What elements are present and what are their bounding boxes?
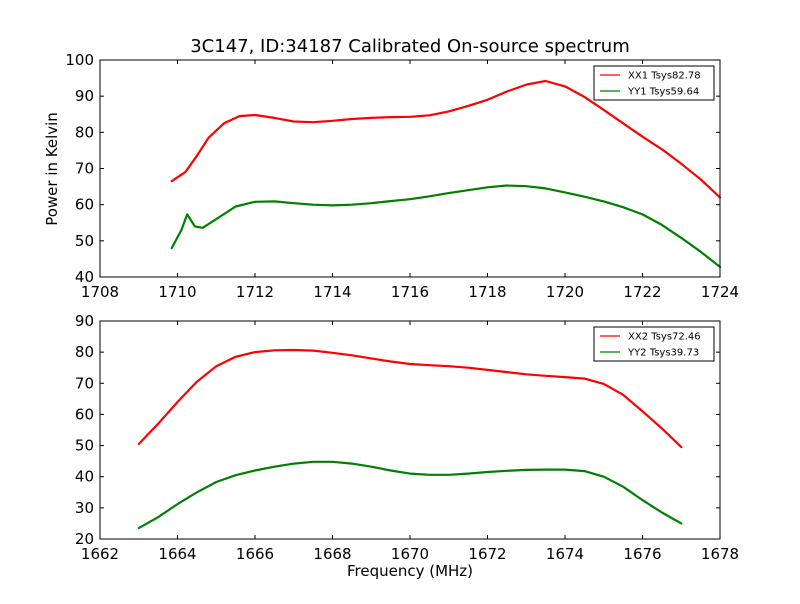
x-tick-label: 1718 — [468, 283, 506, 301]
x-tick-label: 1722 — [623, 283, 661, 301]
legend: XX1 Tsys82.78 YY1 Tsys59.64 — [593, 65, 715, 101]
y-tick-label: 30 — [75, 499, 94, 517]
x-tick-label: 1678 — [701, 545, 739, 563]
legend-label-1: XX1 Tsys82.78 — [628, 71, 701, 82]
y-tick-label: 70 — [75, 374, 94, 392]
x-tick-label: 1676 — [623, 545, 661, 563]
x-tick-label: 1668 — [313, 545, 351, 563]
series-line-2 — [137, 460, 683, 530]
x-tick-label: 1714 — [313, 283, 351, 301]
y-tick-label: 70 — [75, 160, 94, 178]
legend-label-2: YY2 Tsys39.73 — [627, 348, 699, 359]
y-tick-label: 80 — [75, 343, 94, 361]
x-tick-label: 1662 — [81, 545, 119, 563]
x-tick-label: 1716 — [391, 283, 429, 301]
y-axis-title: Power in Kelvin — [43, 112, 61, 226]
y-tick-label: 60 — [75, 405, 94, 423]
legend-box — [593, 65, 715, 101]
x-tick-label: 1712 — [236, 283, 274, 301]
figure-title: 3C147, ID:34187 Calibrated On-source spe… — [190, 36, 630, 57]
x-tick-label: 1670 — [391, 545, 429, 563]
x-tick-label: 1666 — [236, 545, 274, 563]
x-tick-label: 1672 — [468, 545, 506, 563]
y-tick-label: 40 — [75, 468, 94, 486]
y-axis-title-group: Power in Kelvin — [43, 112, 61, 226]
x-tick-label: 1708 — [81, 283, 119, 301]
x-tick-label: 1674 — [546, 545, 584, 563]
y-tick-label: 60 — [75, 196, 94, 214]
legend: XX2 Tsys72.46 YY2 Tsys39.73 — [593, 326, 715, 362]
top-panel: 1708 1710 1712 1714 1716 1718 1720 1722 1724 40 50… — [65, 51, 739, 301]
x-tick-label: 1720 — [546, 283, 584, 301]
y-tick-label: 50 — [75, 437, 94, 455]
legend-box — [593, 326, 715, 362]
y-tick-label: 20 — [75, 530, 94, 548]
y-tick-label: 80 — [75, 123, 94, 141]
series-line-2 — [170, 184, 722, 268]
x-tick-label: 1664 — [158, 545, 196, 563]
bottom-panel: 1662 1664 1666 1668 1670 1672 1674 1676 1678 20 30… — [75, 312, 739, 563]
legend-label-1: XX2 Tsys72.46 — [628, 332, 701, 343]
series-line-1 — [170, 79, 722, 199]
y-tick-label: 100 — [65, 51, 94, 69]
x-tick-label: 1724 — [701, 283, 739, 301]
y-tick-label: 90 — [75, 312, 94, 330]
x-tick-label: 1710 — [158, 283, 196, 301]
legend-label-2: YY1 Tsys59.64 — [627, 87, 699, 98]
y-tick-label: 90 — [75, 87, 94, 105]
series-line-1 — [137, 348, 683, 449]
x-axis-title: Frequency (MHz) — [347, 562, 473, 580]
y-tick-label: 40 — [75, 268, 94, 286]
y-tick-label: 50 — [75, 232, 94, 250]
